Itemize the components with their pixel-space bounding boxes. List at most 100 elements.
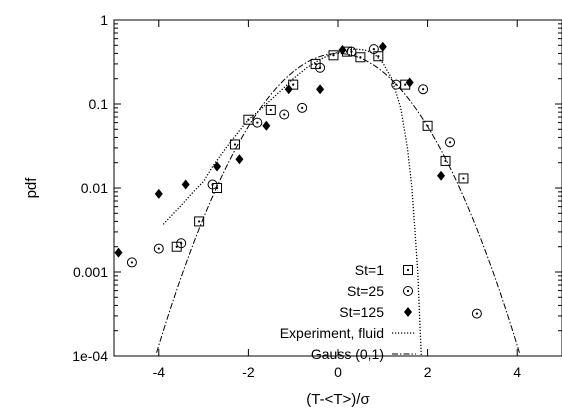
x-tick-label: -2 — [242, 364, 255, 380]
marker-circle — [418, 84, 429, 95]
marker-dot — [256, 121, 259, 124]
data-point — [316, 84, 325, 95]
marker-square — [265, 104, 276, 115]
marker-circle — [297, 102, 308, 113]
y-tick-label: 0.01 — [81, 180, 108, 196]
marker-circle — [346, 46, 357, 57]
marker-dot — [422, 88, 425, 91]
data-point — [355, 52, 366, 63]
marker-square — [422, 120, 433, 131]
y-tick-label: 1e-04 — [72, 348, 108, 364]
data-point — [391, 79, 402, 90]
x-tick-label: 4 — [513, 364, 521, 380]
data-point — [235, 154, 244, 165]
data-point — [279, 109, 290, 120]
marker-dot — [332, 54, 335, 57]
legend-label: Experiment, fluid — [280, 325, 384, 341]
y-tick-label: 0.001 — [73, 264, 108, 280]
data-point — [213, 161, 222, 172]
data-point — [297, 102, 308, 113]
data-point — [207, 179, 218, 190]
marker-square — [458, 173, 469, 184]
marker-dot — [283, 113, 286, 116]
legend: St=1 St=25 St=125 Experiment, fluid Gauss (0… — [280, 262, 416, 362]
legend-label: St=125 — [339, 304, 384, 320]
marker-square — [229, 139, 240, 150]
marker-circle — [126, 257, 137, 268]
marker-dot — [247, 118, 250, 121]
marker-dot — [292, 83, 295, 86]
marker-square — [440, 155, 451, 166]
legend-marker — [403, 286, 413, 296]
data-point — [338, 44, 347, 55]
marker-dot — [406, 268, 410, 272]
legend-marker — [403, 265, 413, 275]
marker-circle — [315, 62, 326, 73]
marker-circle — [403, 286, 413, 296]
marker-square — [328, 50, 339, 61]
data-point — [368, 44, 379, 55]
data-point — [405, 77, 414, 88]
marker-circle — [252, 117, 263, 128]
data-point — [114, 247, 123, 258]
data-point — [445, 137, 455, 148]
marker-dot — [180, 242, 183, 245]
data-point — [126, 257, 137, 268]
marker-circle — [176, 238, 187, 249]
y-tick-label: 0.1 — [89, 96, 109, 112]
marker-dot — [269, 108, 272, 112]
data-point — [154, 188, 163, 199]
marker-dot — [462, 177, 465, 180]
data-point — [229, 139, 240, 150]
series-line — [156, 53, 520, 353]
x-axis-label: (T-<T>)/σ — [306, 391, 370, 408]
marker-dot — [350, 50, 353, 53]
data-point — [194, 216, 205, 227]
x-tick-label: -4 — [153, 364, 166, 380]
legend-label: St=1 — [355, 262, 384, 278]
legend-marker — [404, 307, 412, 317]
marker-dot — [157, 247, 160, 250]
data-point — [252, 117, 263, 128]
marker-dot — [211, 183, 214, 186]
marker-circle — [153, 243, 164, 254]
marker-square — [194, 216, 205, 227]
data-point — [153, 243, 164, 254]
y-tick-label: 1 — [100, 12, 108, 28]
x-tick-label: 0 — [334, 364, 342, 380]
plot-frame — [113, 19, 562, 357]
marker-circle — [368, 44, 379, 55]
marker-dot — [372, 48, 375, 51]
marker-square — [403, 265, 413, 275]
data-point — [378, 41, 387, 52]
marker-layer — [114, 41, 482, 319]
marker-dot — [475, 312, 478, 315]
marker-dot — [233, 143, 237, 146]
marker-dot — [130, 261, 134, 264]
data-point — [315, 62, 326, 73]
data-point — [471, 308, 482, 319]
data-point — [440, 155, 451, 166]
marker-square — [243, 114, 254, 125]
marker-dot — [426, 124, 429, 127]
marker-square — [355, 52, 366, 63]
marker-dot — [198, 220, 201, 223]
x-tick-label: 2 — [424, 364, 432, 380]
marker-circle — [279, 109, 290, 120]
marker-circle — [445, 137, 455, 148]
data-point — [328, 50, 339, 61]
data-point — [176, 238, 187, 249]
marker-dot — [359, 56, 362, 59]
marker-dot — [301, 106, 304, 109]
data-point — [373, 51, 384, 62]
marker-circle — [471, 308, 482, 319]
axis-ticks: -4 -2 0 2 4 1 0.1 0.01 0.001 1e-04 — [72, 12, 562, 380]
marker-dot — [444, 159, 447, 163]
data-point — [181, 179, 190, 190]
marker-dot — [395, 83, 398, 86]
marker-dot — [377, 55, 380, 58]
marker-circle — [391, 79, 402, 90]
marker-dot — [406, 289, 410, 293]
data-point — [284, 84, 293, 95]
